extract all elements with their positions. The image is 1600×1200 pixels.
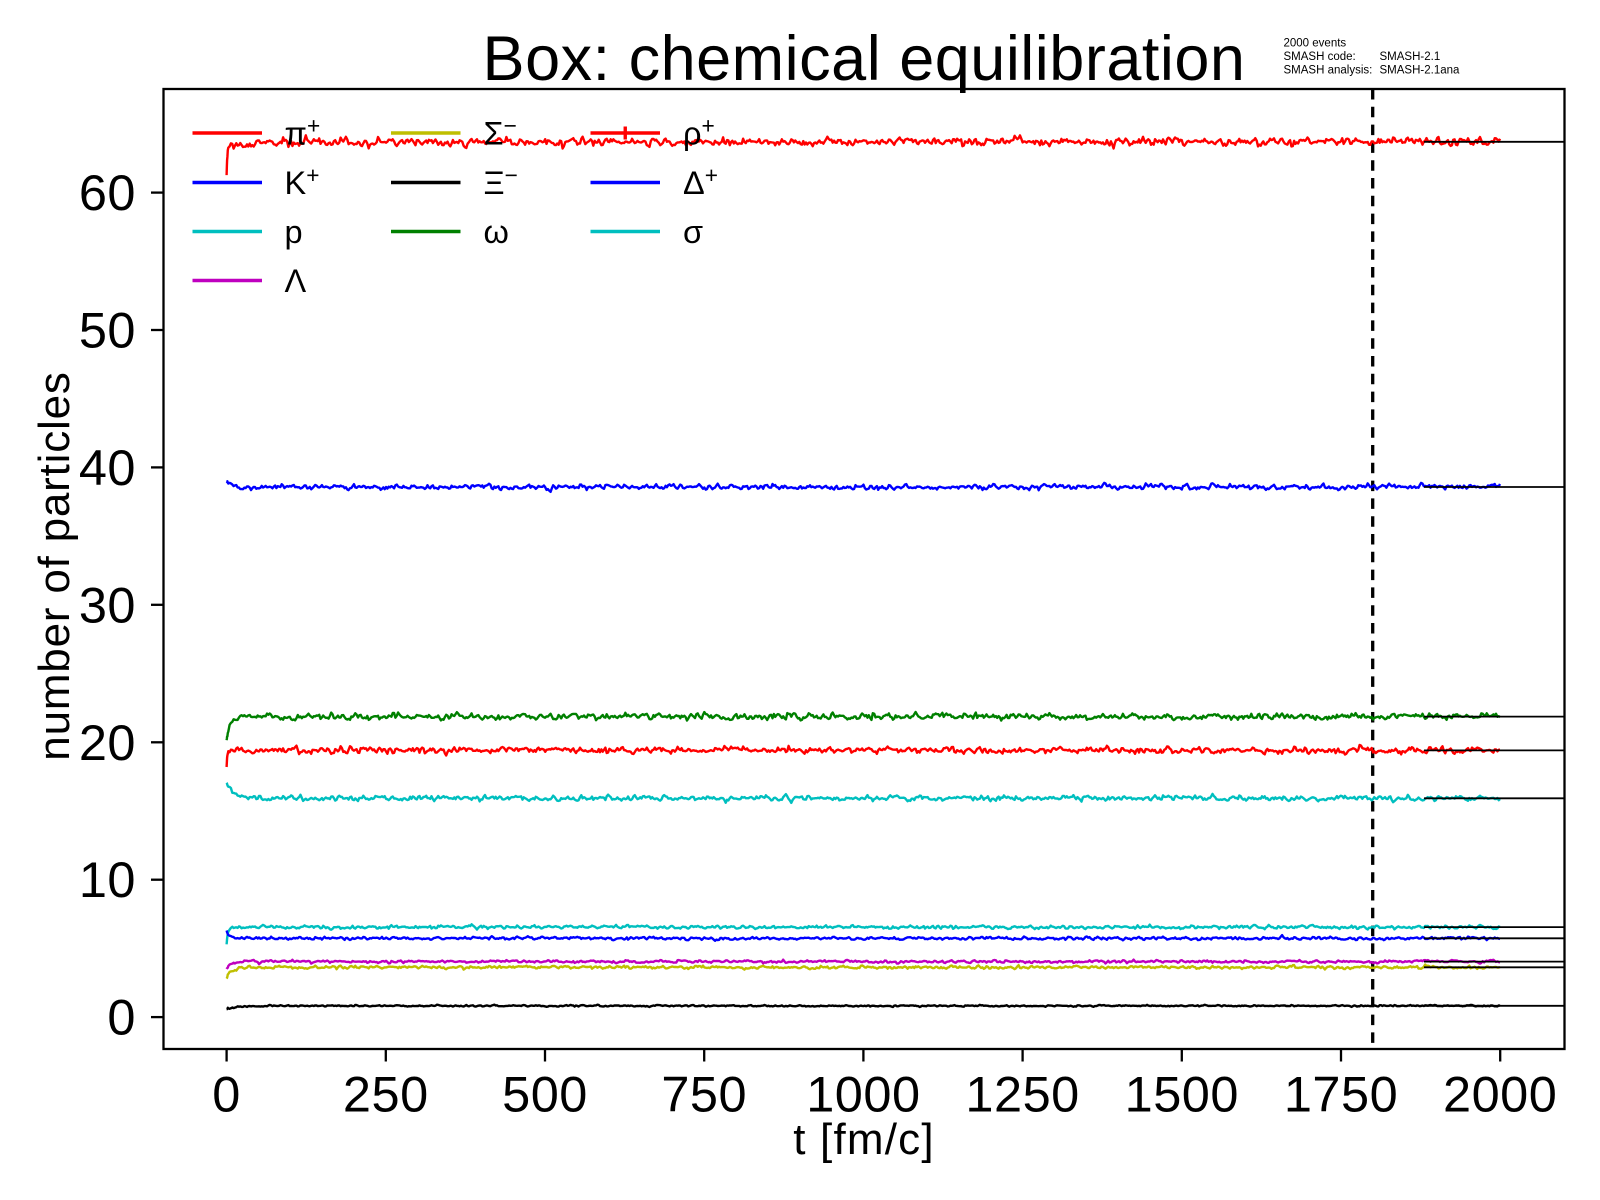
svg-text:SMASH code:: SMASH code: [1284,51,1356,63]
svg-text:2000: 2000 [1443,1066,1557,1123]
svg-text:0: 0 [107,989,136,1046]
svg-text:p: p [285,214,303,250]
svg-text:750: 750 [661,1066,747,1123]
svg-text:σ: σ [683,214,703,250]
svg-text:number of particles: number of particles [30,371,79,760]
svg-text:0: 0 [212,1066,241,1123]
svg-text:SMASH analysis:: SMASH analysis: [1284,65,1373,77]
svg-text:10: 10 [79,851,136,908]
svg-text:50: 50 [79,302,136,359]
svg-text:t [fm/c]: t [fm/c] [793,1115,935,1164]
svg-text:SMASH-2.1ana: SMASH-2.1ana [1380,65,1461,77]
svg-text:40: 40 [79,439,136,496]
svg-text:1250: 1250 [965,1066,1079,1123]
svg-text:Box: chemical equilibration: Box: chemical equilibration [483,24,1246,94]
svg-text:60: 60 [79,164,136,221]
svg-text:Λ: Λ [285,263,307,299]
svg-text:250: 250 [343,1066,429,1123]
svg-text:1500: 1500 [1125,1066,1239,1123]
svg-text:500: 500 [502,1066,588,1123]
svg-text:ω: ω [484,214,509,250]
svg-text:1000: 1000 [806,1066,920,1123]
svg-text:SMASH-2.1: SMASH-2.1 [1380,51,1441,63]
svg-text:30: 30 [79,576,136,633]
svg-text:2000 events: 2000 events [1284,38,1347,50]
svg-text:20: 20 [79,714,136,771]
svg-text:1750: 1750 [1284,1066,1398,1123]
